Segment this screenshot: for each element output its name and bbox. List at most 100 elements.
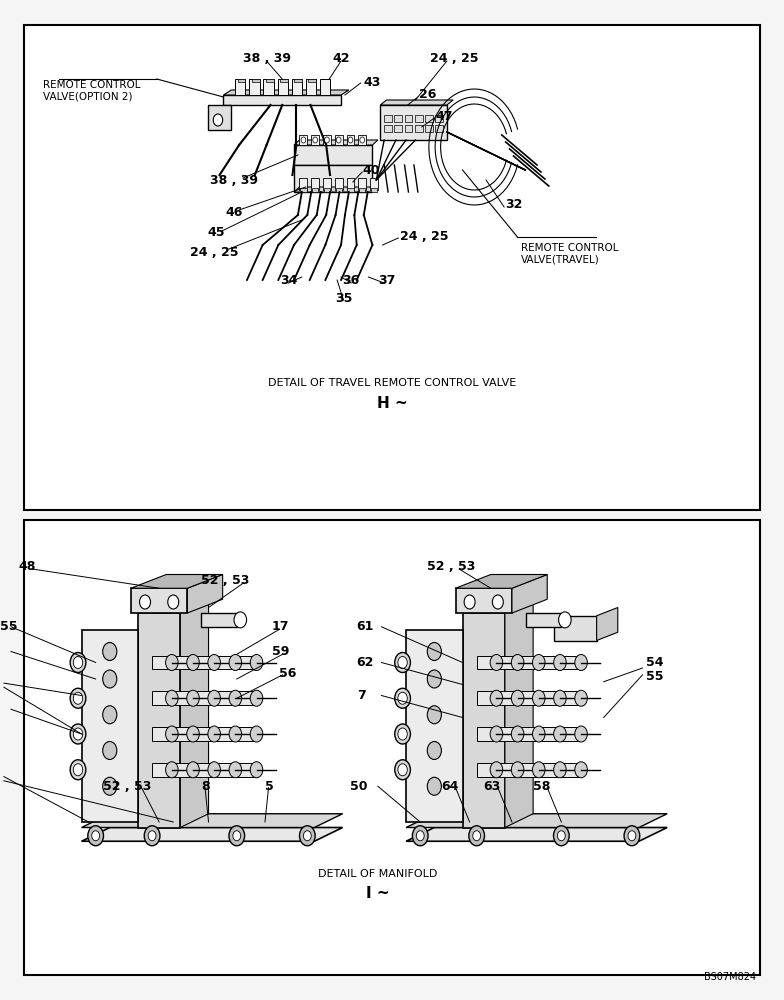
Circle shape [208,654,220,670]
Text: 34: 34 [280,274,297,288]
Circle shape [532,654,545,670]
Circle shape [532,762,545,778]
Circle shape [250,654,263,670]
Text: REMOTE CONTROL
VALVE(OPTION 2): REMOTE CONTROL VALVE(OPTION 2) [43,80,140,102]
Bar [194,727,212,741]
Text: 26: 26 [419,89,437,102]
Circle shape [554,690,566,706]
Circle shape [575,726,587,742]
Bar [237,727,254,741]
Bar [498,727,516,741]
Circle shape [490,726,503,742]
Text: 32: 32 [506,198,523,212]
Bar [561,691,579,705]
Bar [384,125,392,132]
Circle shape [88,826,103,846]
Circle shape [416,831,424,841]
Text: DETAIL OF MANIFOLD: DETAIL OF MANIFOLD [318,869,437,879]
Text: 61: 61 [357,620,374,633]
Text: DETAIL OF TRAVEL REMOTE CONTROL VALVE: DETAIL OF TRAVEL REMOTE CONTROL VALVE [268,378,516,388]
Bar [359,188,365,192]
Bar [435,125,443,132]
Bar [358,178,366,190]
Circle shape [394,760,410,780]
Bar [312,188,318,192]
Circle shape [325,137,329,143]
Circle shape [554,726,566,742]
Circle shape [103,670,117,688]
Circle shape [348,137,353,143]
Polygon shape [406,814,667,828]
Polygon shape [597,607,618,640]
Bar [347,188,354,192]
Bar [152,656,169,669]
Polygon shape [380,105,447,140]
Text: 42: 42 [332,51,350,64]
Text: 40: 40 [362,164,379,178]
Bar [216,727,233,741]
Bar [299,178,307,190]
Circle shape [511,726,524,742]
Circle shape [187,762,199,778]
Bar [540,691,558,705]
Bar [358,135,366,145]
Bar [394,125,402,132]
Text: 47: 47 [436,109,453,122]
Text: 56: 56 [279,667,296,680]
Circle shape [473,831,481,841]
Circle shape [511,690,524,706]
Polygon shape [294,140,378,145]
Bar [323,135,331,145]
Bar [415,115,423,122]
Bar [173,727,191,741]
Circle shape [532,726,545,742]
Text: 24 , 25: 24 , 25 [190,245,238,258]
Bar [371,188,377,192]
Circle shape [558,612,572,628]
Bar [320,79,330,95]
Polygon shape [82,814,343,828]
Text: REMOTE CONTROL
VALVE(TRAVEL): REMOTE CONTROL VALVE(TRAVEL) [521,243,619,265]
Bar [394,115,402,122]
Circle shape [229,654,241,670]
Bar [323,178,331,190]
Circle shape [394,688,410,708]
Bar [425,125,433,132]
Text: 24 , 25: 24 , 25 [400,230,448,242]
Polygon shape [187,574,223,613]
Text: 7: 7 [357,689,365,702]
Polygon shape [238,79,245,82]
Circle shape [250,690,263,706]
Bar [235,79,245,95]
Bar [299,135,307,145]
Polygon shape [138,613,180,828]
Circle shape [208,690,220,706]
Text: 54: 54 [646,656,663,669]
Circle shape [71,652,86,672]
Bar [300,188,307,192]
Polygon shape [308,79,316,82]
Text: 62: 62 [357,656,374,669]
Circle shape [427,706,441,724]
Bar [335,178,343,190]
Circle shape [148,831,156,841]
Bar [324,188,330,192]
Bar [384,115,392,122]
Circle shape [74,656,83,668]
Bar [24,25,760,510]
Polygon shape [505,599,533,828]
Bar [425,115,433,122]
Bar [292,79,302,95]
Text: 43: 43 [363,76,380,89]
Polygon shape [456,574,547,588]
Bar [194,763,212,777]
Bar [519,656,536,669]
Text: 8: 8 [201,780,210,793]
Polygon shape [131,588,187,613]
Bar [194,691,212,705]
Bar [152,727,169,741]
Polygon shape [456,588,512,613]
Bar [216,691,233,705]
Polygon shape [201,613,237,627]
Circle shape [464,595,475,609]
